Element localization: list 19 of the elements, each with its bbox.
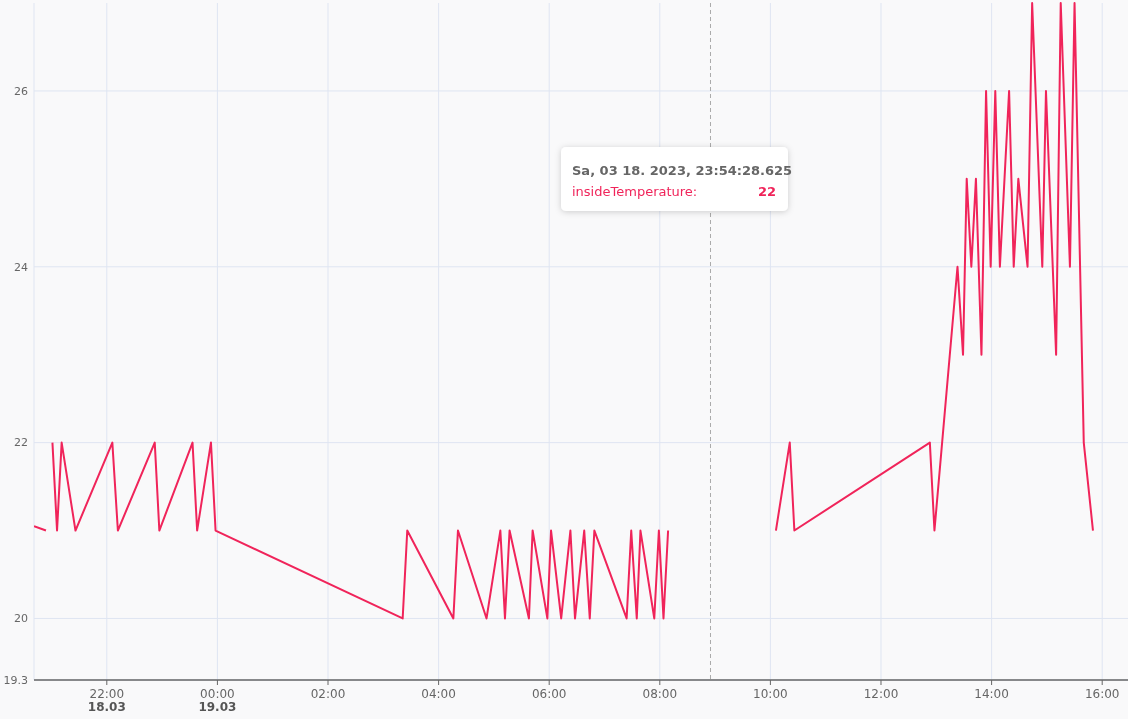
annotation: insideTemperature:: [572, 184, 698, 199]
y-tick-label: 19.3: [3, 673, 28, 687]
tooltip: Sa, 03 18. 2023, 23:54:28.625 insideTemperature: 22: [561, 147, 793, 211]
x-tick-label: 22:00 18.03: [87, 687, 126, 714]
x-tick-label: 04:00: [421, 687, 456, 701]
x-tick-label: 06:00: [531, 687, 567, 701]
y-tick-label: 24: [14, 260, 28, 274]
annotation: Sa, 03 18. 2023, 23:54:28.625: [572, 163, 793, 178]
y-tick-label: 22: [14, 436, 28, 450]
x-tick-label: 16:00: [1084, 687, 1120, 701]
x-tick-label: 08:00: [642, 687, 678, 701]
x-tick-label: 14:00: [974, 687, 1009, 701]
x-tick-label: 02:00: [310, 687, 346, 701]
x-tick-label: 00:00 19.03: [198, 687, 237, 714]
y-tick-label: 20: [14, 612, 28, 626]
x-tick-label: 10:00: [753, 687, 788, 701]
annotation: 22: [757, 184, 776, 199]
y-tick-label: 26: [14, 84, 28, 98]
x-tick-label: 12:00: [863, 687, 899, 701]
